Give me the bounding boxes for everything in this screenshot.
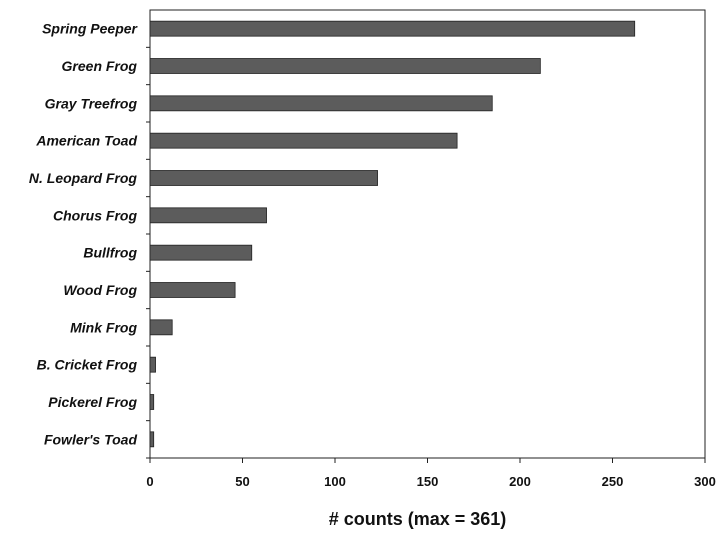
bar-pickerel-frog	[149, 394, 155, 410]
x-tick-label: 300	[694, 474, 716, 489]
x-tick-label: 0	[146, 474, 153, 489]
bar-american-toad	[149, 132, 458, 149]
category-label-wood-frog: Wood Frog	[63, 282, 137, 298]
bar-wood-frog	[149, 282, 236, 298]
bar-mink-frog	[149, 319, 173, 336]
bar-green-frog	[149, 58, 541, 74]
category-label-b-cricket-frog: B. Cricket Frog	[37, 357, 138, 373]
x-tick-label: 200	[509, 474, 531, 489]
category-label-chorus-frog: Chorus Frog	[53, 207, 137, 223]
bar-fowler-s-toad	[149, 431, 155, 448]
x-tick-label: 100	[324, 474, 346, 489]
category-label-fowler-s-toad: Fowler's Toad	[44, 431, 137, 447]
x-tick-label: 250	[602, 474, 624, 489]
category-label-bullfrog: Bullfrog	[83, 245, 137, 261]
x-tick-label: 50	[235, 474, 249, 489]
category-label-american-toad: American Toad	[35, 133, 137, 149]
bar-b-cricket-frog	[149, 356, 156, 373]
bar-gray-treefrog	[149, 95, 493, 112]
plot-frame	[149, 9, 706, 459]
category-label-gray-treefrog: Gray Treefrog	[45, 95, 138, 111]
bar-bullfrog	[149, 244, 253, 261]
x-axis-title: # counts (max = 361)	[329, 509, 507, 529]
bar-spring-peeper	[149, 20, 636, 37]
x-axis-ticks-group: 0 50 100 150 200 250 300	[146, 458, 716, 489]
x-tick-label: 150	[417, 474, 439, 489]
bar-chorus-frog	[149, 207, 267, 224]
bars-group	[149, 20, 636, 448]
category-label-mink-frog: Mink Frog	[70, 319, 137, 335]
category-label-spring-peeper: Spring Peeper	[42, 21, 138, 37]
category-label-green-frog: Green Frog	[62, 58, 138, 74]
category-label-n-leopard-frog: N. Leopard Frog	[29, 170, 138, 186]
category-label-pickerel-frog: Pickerel Frog	[48, 394, 137, 410]
bar-n-leopard-frog	[149, 170, 378, 186]
category-labels-group: Spring Peeper Green Frog Gray Treefrog Amer…	[29, 21, 150, 459]
